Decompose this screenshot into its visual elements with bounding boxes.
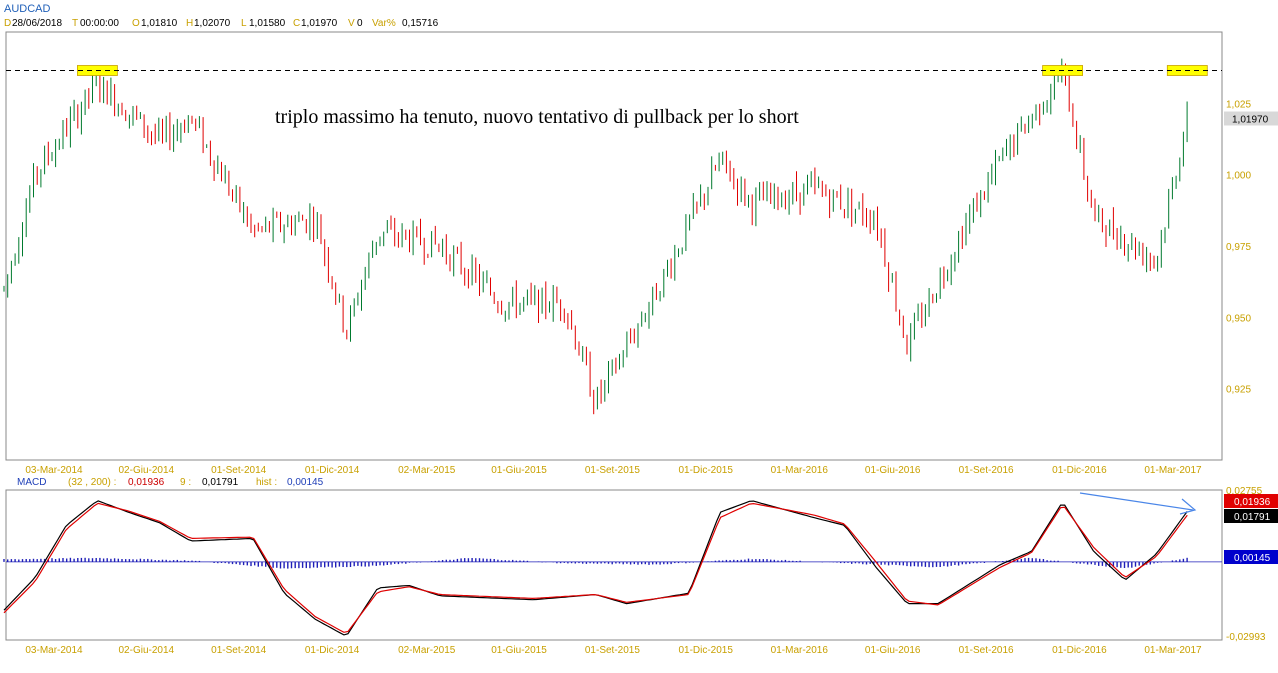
macd-xtick: 01-Giu-2015 [491,645,547,656]
price-xtick: 03-Mar-2014 [25,465,83,476]
close-label: C [293,18,300,29]
hist-value-box-label: 0,00145 [1234,553,1271,564]
ohlc-header: D 28/06/2018 T 00:00:00 O 1,01810 H 1,02… [4,18,439,29]
price-xtick: 01-Set-2016 [959,465,1014,476]
var-label: Var% [372,18,396,29]
macd-value: 0,01936 [128,477,165,488]
macd-panel [5,489,1223,641]
volume-value: 0 [357,18,363,29]
last-price-label: 1,01970 [1232,115,1269,126]
price-xtick: 01-Mar-2016 [771,465,829,476]
price-candles [3,58,1188,415]
macd-x-axis: 03-Mar-2014 02-Giu-2014 01-Set-2014 01-Dic-… [25,645,1202,656]
volume-label: V [348,18,355,29]
divergence-arrow-line [1079,492,1194,511]
price-ytick: 0,950 [1226,313,1251,324]
price-xtick: 01-Set-2014 [211,465,266,476]
signal-value-box [1224,509,1278,523]
price-x-axis: 03-Mar-2014 02-Giu-2014 01-Set-2014 01-Dic-… [25,465,1202,476]
signal-label: 9 : [180,477,191,488]
signal-value-box-label: 0,01791 [1234,512,1271,523]
macd-name: MACD [17,477,46,488]
signal-value: 0,01791 [202,477,239,488]
high-value: 1,02070 [194,18,231,29]
symbol-title: AUDCAD [4,3,51,15]
close-value: 1,01970 [301,18,338,29]
annotation-text: triplo massimo ha tenuto, nuovo tentativ… [275,106,799,128]
macd-params: (32 , 200) : [68,477,116,488]
price-ytick: 1,025 [1226,99,1251,110]
macd-xtick: 01-Set-2014 [211,645,266,656]
macd-xtick: 01-Mar-2017 [1144,645,1202,656]
var-value: 0,15716 [402,18,439,29]
hist-value-box [1224,550,1278,564]
price-y-axis: 1,025 1,000 0,975 0,950 0,925 [1226,99,1251,395]
price-panel [5,31,1223,461]
hist-value: 0,00145 [287,477,324,488]
price-xtick: 01-Giu-2016 [865,465,921,476]
low-value: 1,01580 [249,18,286,29]
price-xtick: 02-Mar-2015 [398,465,456,476]
signal-line [3,502,1188,633]
macd-value-box [1224,494,1278,508]
macd-ytick-top: 0,02755 [1226,486,1263,497]
high-label: H [186,18,193,29]
time-label: T [72,18,78,29]
price-xtick: 01-Dic-2015 [678,465,733,476]
macd-ytick-bottom: -0,02993 [1226,632,1266,643]
price-xtick: 02-Giu-2014 [119,465,175,476]
price-xtick: 01-Giu-2015 [491,465,547,476]
macd-xtick: 01-Dic-2015 [678,645,733,656]
price-ytick: 1,000 [1226,171,1251,182]
macd-xtick: 02-Mar-2015 [398,645,456,656]
macd-xtick: 01-Mar-2016 [771,645,829,656]
price-xtick: 01-Dic-2014 [305,465,360,476]
macd-xtick: 02-Giu-2014 [119,645,175,656]
price-xtick: 01-Dic-2016 [1052,465,1107,476]
macd-xtick: 01-Dic-2016 [1052,645,1107,656]
macd-xtick: 01-Dic-2014 [305,645,360,656]
hist-label: hist : [256,477,277,488]
price-xtick: 01-Mar-2017 [1144,465,1202,476]
macd-histogram [3,557,1222,569]
divergence-arrow [1079,492,1197,515]
last-price-box [1224,111,1278,126]
low-label: L [241,18,247,29]
divergence-arrow-head [1179,498,1197,515]
macd-xtick: 01-Set-2016 [959,645,1014,656]
price-ytick: 0,975 [1226,242,1251,253]
macd-header: MACD (32 , 200) : 0,01936 9 : 0,01791 hi… [17,477,324,488]
macd-xtick: 01-Set-2015 [585,645,640,656]
macd-xtick: 01-Giu-2016 [865,645,921,656]
date-value: 28/06/2018 [12,18,62,29]
open-label: O [132,18,140,29]
open-value: 1,01810 [141,18,178,29]
date-label: D [4,18,11,29]
macd-xtick: 03-Mar-2014 [25,645,83,656]
triple-top-highlights [6,65,1222,76]
price-ytick: 0,925 [1226,385,1251,396]
price-xtick: 01-Set-2015 [585,465,640,476]
time-value: 00:00:00 [80,18,119,29]
macd-value-box-label: 0,01936 [1234,497,1271,508]
